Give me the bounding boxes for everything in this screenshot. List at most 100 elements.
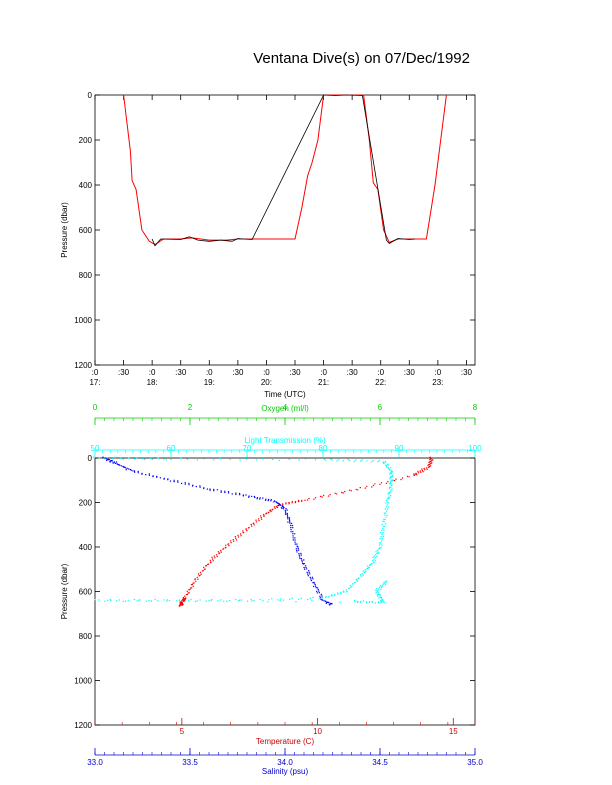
temperature-point [424, 469, 426, 471]
light-point [391, 483, 393, 485]
light-point [217, 600, 219, 602]
salinity-point [292, 535, 294, 537]
light-point [323, 458, 326, 461]
light-point [383, 601, 386, 604]
temperature-point [209, 561, 212, 564]
light-point [300, 597, 303, 600]
light-point [367, 567, 369, 570]
light-point [295, 601, 297, 603]
light-series [92, 456, 394, 604]
salinity-point [298, 553, 300, 555]
temperature-point [220, 549, 222, 552]
salinity-point [285, 513, 287, 516]
light-point [343, 591, 345, 593]
oxygen-tick-label: 2 [188, 403, 193, 412]
temperature-point [205, 565, 208, 567]
temperature-point [193, 582, 195, 584]
light-point [382, 536, 385, 538]
light-point [245, 458, 248, 460]
salinity-point [251, 495, 253, 498]
salinity-point [270, 500, 272, 502]
temperature-point [213, 555, 215, 557]
temperature-point [273, 506, 276, 508]
light-point [384, 461, 387, 463]
light-point [375, 589, 377, 592]
salinity-point [310, 578, 312, 580]
light-point [355, 459, 357, 461]
salinity-point [281, 507, 283, 509]
temperature-point [189, 588, 191, 591]
light-point [389, 494, 392, 497]
light-point [389, 473, 391, 475]
light-point [336, 460, 338, 462]
light-point [157, 457, 159, 459]
temperature-point [415, 472, 417, 475]
y-tick-label: 400 [79, 181, 93, 190]
light-point [154, 598, 156, 601]
light-point [194, 600, 197, 603]
light-axis-label: Light Transmission (%) [244, 436, 326, 445]
salinity-point [290, 531, 292, 533]
light-point [376, 552, 378, 555]
salinity-point [273, 500, 276, 502]
salinity-point [315, 587, 317, 589]
salinity-point [209, 488, 211, 490]
temperature-point [393, 479, 396, 482]
light-point [383, 529, 385, 532]
salinity-point [287, 518, 289, 520]
light-point [282, 599, 285, 601]
salinity-point [199, 486, 201, 488]
temperature-point [199, 571, 202, 574]
light-point [180, 457, 182, 459]
salinity-point [318, 592, 320, 594]
light-point [375, 592, 377, 594]
light-point [371, 563, 373, 565]
light-point [389, 481, 392, 484]
y-tick-label: 200 [79, 499, 93, 508]
y-tick-label: 800 [79, 271, 93, 280]
light-point [330, 458, 332, 460]
light-point [262, 458, 264, 460]
salinity-point [292, 539, 294, 541]
light-point [391, 476, 393, 478]
light-point [298, 598, 300, 600]
light-point [373, 561, 375, 564]
light-point [373, 558, 375, 560]
salinity-point [319, 597, 322, 599]
light-point [378, 459, 381, 462]
light-point [291, 597, 294, 599]
salinity-point [231, 493, 233, 495]
temperature-point [243, 531, 245, 534]
light-point [151, 458, 154, 460]
temperature-axis-label: Temperature (C) [256, 737, 315, 746]
temperature-point [182, 598, 184, 600]
salinity-point [316, 590, 318, 592]
light-point [337, 459, 340, 461]
light-point [384, 580, 387, 583]
light-point [385, 512, 387, 514]
light-point [163, 599, 165, 601]
temperature-point [269, 509, 272, 511]
light-point [375, 588, 378, 590]
salinity-point [133, 470, 136, 472]
temperature-point [406, 475, 409, 478]
light-point [380, 588, 382, 590]
light-point [279, 600, 281, 602]
light-point [384, 508, 386, 510]
chart-title: Ventana Dive(s) on 07/Dec/1992 [253, 50, 470, 67]
light-point [379, 596, 381, 599]
temperature-point [190, 587, 193, 589]
light-point [383, 520, 385, 523]
salinity-point [242, 494, 245, 496]
salinity-point [286, 514, 289, 516]
temperature-point [217, 551, 220, 553]
salinity-point [329, 604, 331, 606]
x-tick-label: :30 [347, 368, 359, 377]
x-tick-label-hour: 23: [432, 378, 443, 387]
light-point [118, 599, 121, 601]
depth-series-1 [151, 94, 416, 247]
x-tick-label: :30 [118, 368, 130, 377]
light-point [382, 527, 384, 530]
temperature-point [199, 574, 201, 577]
x-tick-label: :0 [149, 368, 156, 377]
